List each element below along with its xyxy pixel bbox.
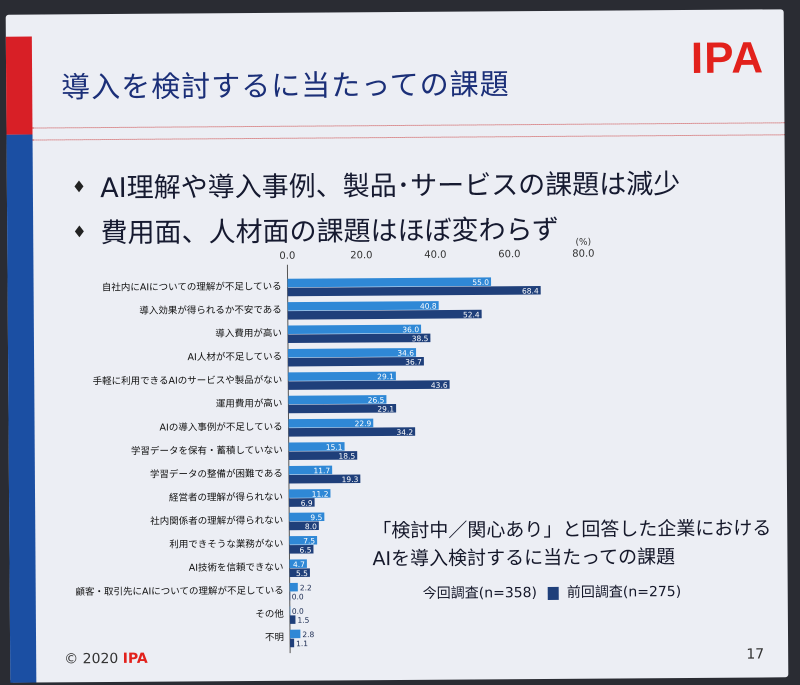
x-tick-label: 80.0 xyxy=(572,249,594,260)
bar-previous xyxy=(289,591,291,601)
data-label: 26.5 xyxy=(368,396,385,405)
bar-previous xyxy=(287,285,541,297)
bar-previous xyxy=(287,309,482,320)
bar-previous xyxy=(289,615,296,624)
bar-previous xyxy=(288,451,358,461)
data-label: 2.8 xyxy=(302,630,314,639)
legend-current-label: 今回調査(n=358) xyxy=(422,585,538,602)
category-label: 導入費用が高い xyxy=(215,327,282,339)
data-label: 0.0 xyxy=(292,592,304,601)
data-label: 43.6 xyxy=(431,381,448,390)
category-label: 社内関係者の理解が得られない xyxy=(150,514,283,527)
bar-previous xyxy=(289,568,310,578)
bar-previous xyxy=(288,380,450,390)
bar-current xyxy=(288,489,331,498)
bar-previous xyxy=(288,474,361,484)
bar-chart: 0.0 20.0 40.0 60.0 80.0(%) 自社内にAIについての理解が不足して… xyxy=(75,238,595,654)
category-label: 経営者の理解が得られない xyxy=(169,491,283,504)
bar-current xyxy=(288,395,387,405)
category-label: その他 xyxy=(255,608,284,620)
data-label: 40.8 xyxy=(420,302,437,311)
category-label: 学習データの整備が困難である xyxy=(150,467,283,480)
category-label: 学習データを保有・蓄積していない xyxy=(131,444,283,457)
data-label: 19.3 xyxy=(342,475,359,484)
data-label: 5.5 xyxy=(296,569,308,578)
data-label: 4.7 xyxy=(293,560,305,569)
data-label: 2.2 xyxy=(300,583,312,592)
data-label: 6.5 xyxy=(300,546,312,555)
data-label: 52.4 xyxy=(463,310,480,319)
x-tick-label: 0.0 xyxy=(279,251,295,262)
bar-previous xyxy=(288,357,424,367)
data-label: 9.5 xyxy=(310,513,322,522)
bar-previous xyxy=(288,427,416,437)
caption-line-2: AIを導入検討するに当たっての課題 xyxy=(372,546,676,571)
bar-current xyxy=(289,512,325,522)
data-label: 1.5 xyxy=(297,616,309,625)
footer: © 2020 IPA xyxy=(64,651,148,668)
category-label: 利用できそうな業務がない xyxy=(169,538,283,551)
category-label: 手軽に利用できるAIのサービスや製品がない xyxy=(93,374,283,387)
category-label: 自社内にAIについての理解が不足している xyxy=(102,280,282,293)
bar-current xyxy=(289,582,298,592)
chart-caption: 「検討中／関心あり」と回答した企業における AIを導入検討するに当たっての課題 xyxy=(372,514,771,573)
bar-current xyxy=(288,418,374,428)
data-label: 34.2 xyxy=(396,428,413,437)
x-tick-label: 40.0 xyxy=(424,250,446,261)
category-label: AI人材が不足している xyxy=(187,351,282,364)
bar-previous xyxy=(289,544,314,554)
bar-current xyxy=(288,348,417,358)
data-label: 68.4 xyxy=(522,287,539,296)
caption-line-1: 「検討中／関心あり」と回答した企業における xyxy=(372,517,772,543)
bar-current xyxy=(289,629,301,639)
category-label: AIの導入事例が不足している xyxy=(159,421,282,434)
bar-current xyxy=(288,465,333,475)
bar-previous xyxy=(288,404,397,414)
bar-current xyxy=(287,301,439,311)
page-number: 17 xyxy=(746,646,765,663)
chart-legend: 今回調査(n=358) 前回調査(n=275) xyxy=(423,581,682,603)
footer-copyright: © 2020 xyxy=(64,650,119,668)
data-label: 11.7 xyxy=(313,466,330,475)
bar-previous xyxy=(289,521,319,531)
data-label: 7.5 xyxy=(303,536,315,545)
unit-label: (%) xyxy=(575,238,591,248)
bar-current xyxy=(289,559,307,569)
bar-previous xyxy=(287,333,431,344)
bar-current xyxy=(288,442,345,452)
data-label: 11.2 xyxy=(312,490,329,499)
slide: 導入を検討するに当たっての課題 IPA ♦ AI理解や導入事例、製品･サービスの課… xyxy=(5,9,789,683)
category-label: AI技術を信頼できない xyxy=(189,561,284,574)
legend-previous-swatch xyxy=(547,586,559,600)
bar-current xyxy=(287,324,422,335)
bar-current xyxy=(287,277,492,288)
category-label: 導入効果が得られるか不安である xyxy=(139,304,281,317)
data-label: 15.1 xyxy=(326,443,343,452)
data-label: 29.1 xyxy=(377,405,394,414)
data-label: 6.9 xyxy=(301,499,313,508)
data-label: 18.5 xyxy=(338,452,355,461)
data-label: 8.0 xyxy=(305,522,317,531)
bar-previous xyxy=(289,498,315,507)
bar-current xyxy=(289,606,291,615)
data-label: 55.0 xyxy=(472,278,489,287)
data-label: 36.7 xyxy=(405,358,422,367)
category-label: 運用費用が高い xyxy=(216,397,283,409)
x-tick-label: 60.0 xyxy=(498,249,520,260)
bar-previous xyxy=(290,638,295,648)
footer-org: IPA xyxy=(122,650,148,667)
bar-current xyxy=(289,535,318,545)
category-label: 顧客・取引先にAIについての理解が不足している xyxy=(75,584,283,597)
x-tick-label: 20.0 xyxy=(350,250,372,261)
data-label: 1.1 xyxy=(296,639,308,648)
data-label: 0.0 xyxy=(292,607,304,616)
data-label: 36.0 xyxy=(402,325,419,334)
legend-previous-label: 前回調査(n=275) xyxy=(566,584,682,601)
data-label: 22.9 xyxy=(355,419,372,428)
data-label: 34.6 xyxy=(397,349,414,358)
category-label: 不明 xyxy=(265,632,284,643)
data-label: 29.1 xyxy=(377,372,394,381)
data-label: 38.5 xyxy=(412,334,429,343)
bar-current xyxy=(288,371,396,381)
